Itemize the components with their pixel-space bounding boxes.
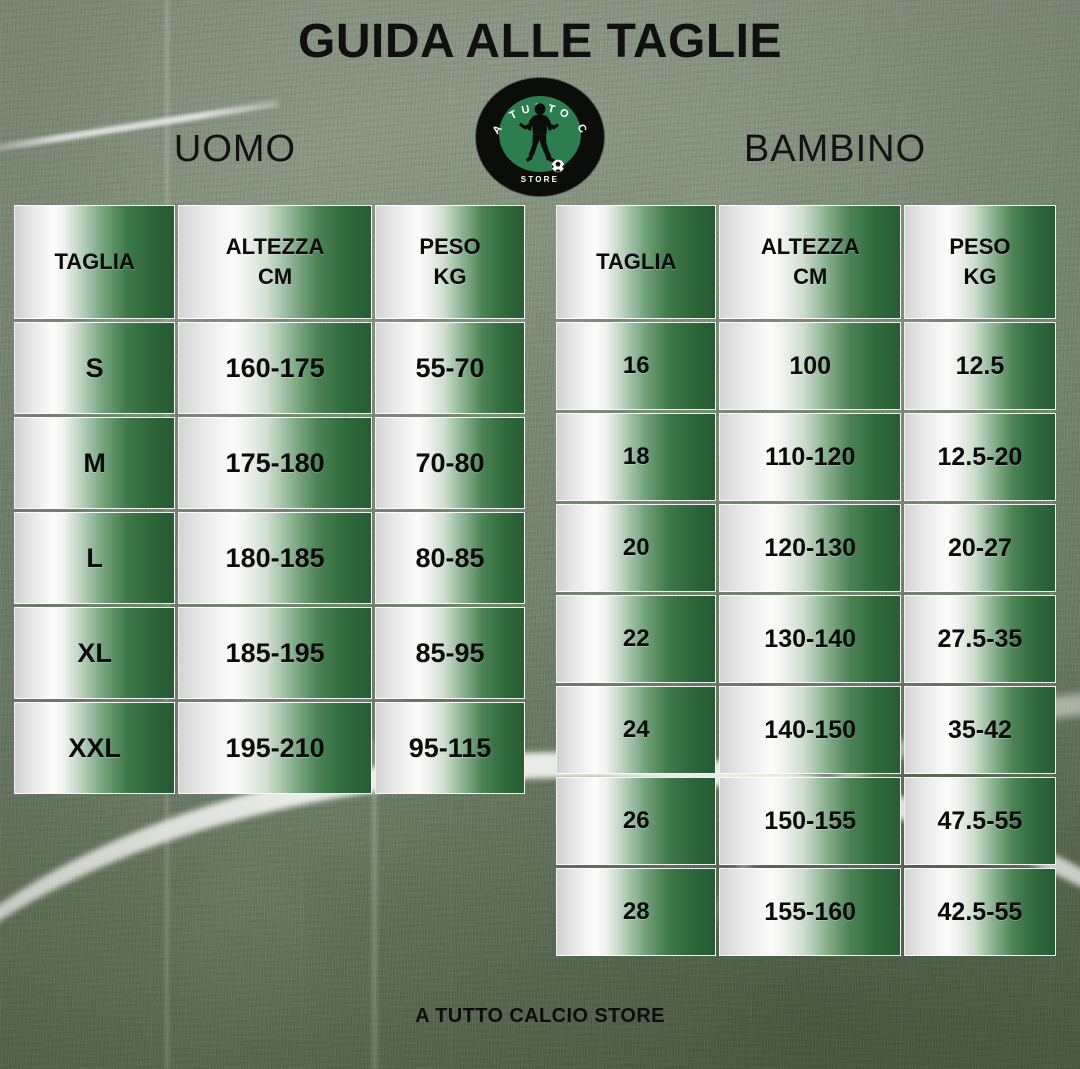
cell-peso: 80-85 — [375, 512, 525, 604]
cell-altezza: 140-150 — [719, 686, 901, 774]
header-peso-line2: KG — [963, 264, 997, 289]
header-taglia: TAGLIA — [556, 205, 717, 319]
cell-taglia: 16 — [556, 322, 717, 410]
cell-taglia: XL — [14, 607, 176, 699]
table-row: 20 120-130 20-27 — [556, 504, 1056, 592]
header-altezza-line2: CM — [257, 264, 293, 289]
header-taglia: TAGLIA — [14, 205, 176, 319]
cell-taglia: 22 — [556, 595, 717, 683]
cell-taglia: 18 — [556, 413, 717, 501]
table-row: 18 110-120 12.5-20 — [556, 413, 1056, 501]
brand-logo: A TUTTO CALCIO STORE — [476, 78, 604, 196]
section-label-uomo: UOMO — [173, 128, 297, 170]
cell-taglia: 28 — [556, 868, 717, 956]
cell-peso: 95-115 — [375, 702, 525, 794]
table-row: 26 150-155 47.5-55 — [556, 777, 1056, 865]
header-altezza: ALTEZZA CM — [719, 205, 901, 319]
cell-peso: 35-42 — [903, 686, 1056, 774]
cell-peso: 20-27 — [903, 504, 1056, 592]
header-altezza-line2: CM — [793, 264, 828, 289]
soccer-ball-icon — [551, 159, 565, 173]
header-peso: PESO KG — [903, 205, 1056, 319]
cell-altezza: 185-195 — [178, 607, 372, 699]
cell-altezza: 175-180 — [178, 417, 372, 509]
footer-brand: A TUTTO CALCIO STORE — [415, 1005, 665, 1027]
table-row: 24 140-150 35-42 — [556, 686, 1056, 774]
header-peso-line1: PESO — [419, 234, 481, 260]
cell-taglia: 26 — [556, 777, 717, 865]
cell-taglia: M — [14, 417, 176, 509]
table-row: XXL 195-210 95-115 — [14, 702, 525, 794]
header-altezza-line1: ALTEZZA — [760, 234, 860, 260]
cell-altezza: 195-210 — [178, 702, 372, 794]
cell-taglia: 24 — [556, 686, 717, 774]
cell-taglia: L — [14, 512, 176, 604]
page-title: GUIDA ALLE TAGLIE — [297, 15, 783, 68]
cell-altezza: 110-120 — [719, 413, 901, 501]
cell-altezza: 150-155 — [719, 777, 901, 865]
player-silhouette-icon — [519, 103, 559, 164]
cell-altezza: 180-185 — [178, 512, 372, 604]
table-row: 28 155-160 42.5-55 — [556, 868, 1056, 956]
size-table-bambino: TAGLIA ALTEZZA CM PESO KG 16 100 12.5 18… — [553, 202, 1059, 959]
cell-altezza: 160-175 — [178, 322, 372, 414]
header-peso: PESO KG — [375, 205, 525, 319]
table-row: S 160-175 55-70 — [14, 322, 525, 414]
cell-altezza: 100 — [719, 322, 901, 410]
cell-peso: 42.5-55 — [903, 868, 1056, 956]
cell-taglia: S — [14, 322, 176, 414]
svg-text:STORE: STORE — [521, 175, 559, 184]
table-header-row: TAGLIA ALTEZZA CM PESO KG — [14, 205, 525, 319]
cell-altezza: 120-130 — [719, 504, 901, 592]
cell-peso: 85-95 — [375, 607, 525, 699]
size-table-uomo: TAGLIA ALTEZZA CM PESO KG S 160-175 55-7… — [11, 202, 528, 797]
table-row: M 175-180 70-80 — [14, 417, 525, 509]
table-header-row: TAGLIA ALTEZZA CM PESO KG — [556, 205, 1056, 319]
table-row: 16 100 12.5 — [556, 322, 1056, 410]
header-peso-line2: KG — [433, 264, 467, 289]
header-altezza: ALTEZZA CM — [178, 205, 372, 319]
cell-peso: 27.5-35 — [903, 595, 1056, 683]
table-row: L 180-185 80-85 — [14, 512, 525, 604]
header-altezza-line1: ALTEZZA — [225, 234, 325, 260]
cell-peso: 12.5 — [903, 322, 1056, 410]
cell-peso: 55-70 — [375, 322, 525, 414]
cell-altezza: 155-160 — [719, 868, 901, 956]
cell-peso: 47.5-55 — [903, 777, 1056, 865]
header-peso-line1: PESO — [949, 234, 1011, 260]
table-row: 22 130-140 27.5-35 — [556, 595, 1056, 683]
cell-peso: 70-80 — [375, 417, 525, 509]
cell-taglia: XXL — [14, 702, 176, 794]
cell-taglia: 20 — [556, 504, 717, 592]
table-row: XL 185-195 85-95 — [14, 607, 525, 699]
brand-logo-svg: A TUTTO CALCIO STORE — [476, 78, 603, 195]
cell-altezza: 130-140 — [719, 595, 901, 683]
section-label-bambino: BAMBINO — [743, 128, 927, 170]
cell-peso: 12.5-20 — [903, 413, 1056, 501]
